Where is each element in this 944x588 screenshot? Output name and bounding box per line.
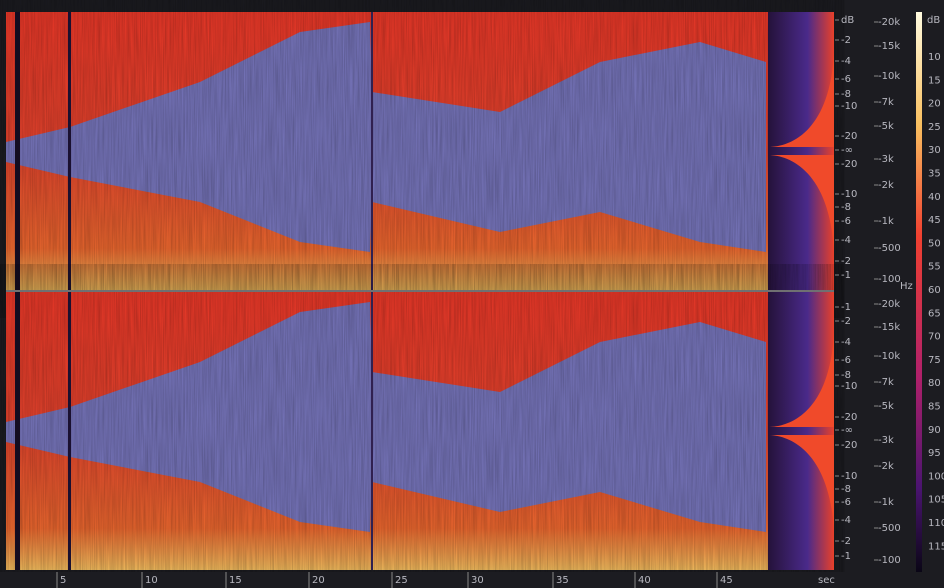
db-label: -4 <box>841 56 851 67</box>
db-label: -8 <box>841 484 851 495</box>
colorbar-label: 110 <box>928 518 944 529</box>
colorbar-label: 115 <box>928 541 944 552</box>
time-label: 10 <box>145 575 158 586</box>
colorbar <box>916 12 922 572</box>
time-label: 5 <box>60 575 66 586</box>
colorbar-label: 75 <box>928 355 941 366</box>
time-label: 40 <box>638 575 651 586</box>
hz-label: -7k <box>878 377 894 388</box>
colorbar-label: 85 <box>928 402 941 413</box>
db-label: -10 <box>841 381 857 392</box>
hz-label: -500 <box>878 523 901 534</box>
db-label: -4 <box>841 337 851 348</box>
db-label: -4 <box>841 515 851 526</box>
colorbar-label: 90 <box>928 425 941 436</box>
db-label: -6 <box>841 355 851 366</box>
hz-label: -10k <box>878 351 900 362</box>
colorbar-unit: dB <box>927 15 940 26</box>
time-label: 35 <box>556 575 569 586</box>
time-label: 25 <box>395 575 408 586</box>
hz-label: -5k <box>878 401 894 412</box>
db-label: -10 <box>841 471 857 482</box>
db-label: -10 <box>841 101 857 112</box>
time-label: 20 <box>312 575 325 586</box>
db-label: -2 <box>841 316 851 327</box>
db-label: -1 <box>841 270 851 281</box>
colorbar-label: 60 <box>928 285 941 296</box>
hz-label: -2k <box>878 180 894 191</box>
db-label: -8 <box>841 89 851 100</box>
colorbar-label: 40 <box>928 192 941 203</box>
db-label: -6 <box>841 216 851 227</box>
db-label: -8 <box>841 202 851 213</box>
colorbar-label: 10 <box>928 52 941 63</box>
colorbar-label: 45 <box>928 215 941 226</box>
hz-label: -3k <box>878 154 894 165</box>
hz-label: -500 <box>878 243 901 254</box>
hz-label: -100 <box>878 274 901 285</box>
db-label: -1 <box>841 551 851 562</box>
hz-label: -100 <box>878 555 901 566</box>
colorbar-label: 70 <box>928 332 941 343</box>
colorbar-label: 20 <box>928 99 941 110</box>
db-label: -∞ <box>841 425 853 436</box>
hz-label: -3k <box>878 435 894 446</box>
hz-label: -10k <box>878 71 900 82</box>
colorbar-label: 55 <box>928 262 941 273</box>
db-label: -2 <box>841 536 851 547</box>
colorbar-label: 65 <box>928 308 941 319</box>
hz-label: -2k <box>878 461 894 472</box>
hz-unit: Hz <box>900 281 913 292</box>
db-label: -20 <box>841 131 857 142</box>
hz-label: -5k <box>878 121 894 132</box>
db-label: -10 <box>841 189 857 200</box>
colorbar-label: 50 <box>928 238 941 249</box>
time-label: 30 <box>471 575 484 586</box>
db-label: -4 <box>841 235 851 246</box>
hz-label: -20k <box>878 299 900 310</box>
time-label: 45 <box>720 575 733 586</box>
db-label: dB <box>841 15 854 26</box>
spectrogram-view: dB-2-4-6-8-10-20-∞-20-10-8-6-4-2-1-20k-1… <box>0 0 944 588</box>
hz-label: -1k <box>878 497 894 508</box>
channel-1-spectrum <box>6 12 834 290</box>
colorbar-label: 80 <box>928 378 941 389</box>
db-label: -20 <box>841 440 857 451</box>
db-label: -2 <box>841 35 851 46</box>
hz-label: -7k <box>878 97 894 108</box>
hz-label: -20k <box>878 17 900 28</box>
channel-2-spectrum <box>6 292 834 570</box>
colorbar-label: 15 <box>928 75 941 86</box>
db-label: -∞ <box>841 145 853 156</box>
colorbar-label: 105 <box>928 495 944 506</box>
db-label: -20 <box>841 412 857 423</box>
colorbar-label: 95 <box>928 448 941 459</box>
colorbar-label: 100 <box>928 471 944 482</box>
hz-label: -15k <box>878 322 900 333</box>
time-label: 15 <box>229 575 242 586</box>
db-label: -1 <box>841 302 851 313</box>
time-unit: sec <box>818 575 835 586</box>
db-label: -8 <box>841 370 851 381</box>
hz-label: -15k <box>878 41 900 52</box>
db-label: -20 <box>841 159 857 170</box>
db-label: -6 <box>841 74 851 85</box>
colorbar-label: 25 <box>928 122 941 133</box>
hz-label: -1k <box>878 216 894 227</box>
db-label: -2 <box>841 256 851 267</box>
db-label: -6 <box>841 497 851 508</box>
colorbar-label: 35 <box>928 169 941 180</box>
colorbar-label: 30 <box>928 145 941 156</box>
